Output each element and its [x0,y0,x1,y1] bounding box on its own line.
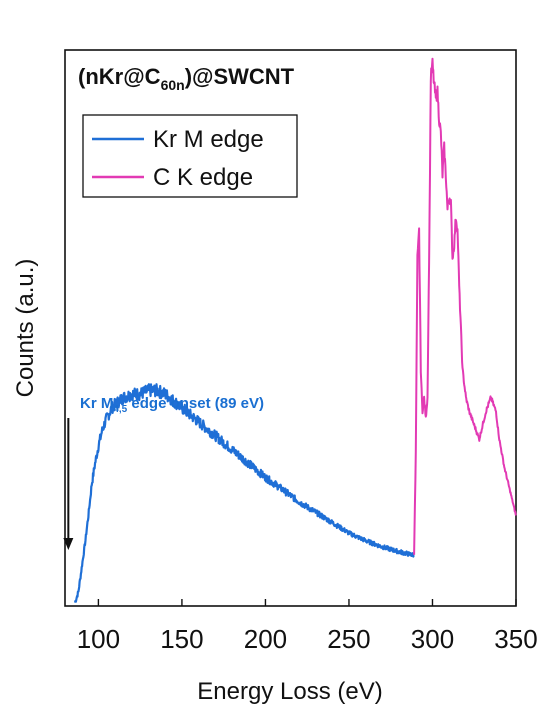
plot-title: (nKr@C60n)@SWCNT [78,64,295,93]
x-tick-label-150: 150 [160,624,203,654]
x-axis-ticks: 100 150 200 250 300 350 [77,599,538,654]
annotation-suffix: edge onset (89 eV) [127,395,264,412]
x-tick-label-250: 250 [327,624,370,654]
legend: Kr M edge C K edge [82,114,298,198]
annotation-subscript: 4,5 [113,404,127,415]
y-axis-title: Counts (a.u.) [12,259,39,398]
legend-label-c: C K edge [153,164,253,191]
x-tick-label-200: 200 [244,624,287,654]
legend-box [82,114,298,198]
legend-label-kr: Kr M edge [153,126,264,153]
edge-onset-arrowhead-icon [63,538,74,550]
edge-onset-annotation: Kr M4,5 edge onset (89 eV) [80,395,264,415]
x-axis-title: Energy Loss (eV) [197,678,382,705]
plot-title-main: (nKr@C [78,64,161,89]
annotation-prefix: Kr M [80,395,113,412]
x-tick-label-350: 350 [494,624,537,654]
series-line-kr-m-edge [73,383,415,603]
plot-title-end: )@SWCNT [185,64,295,89]
plot-title-subscript: 60n [161,77,185,93]
series-line-c-k-edge [413,57,517,555]
x-tick-label-100: 100 [77,624,120,654]
plot-frame [64,49,517,607]
x-tick-label-300: 300 [411,624,454,654]
